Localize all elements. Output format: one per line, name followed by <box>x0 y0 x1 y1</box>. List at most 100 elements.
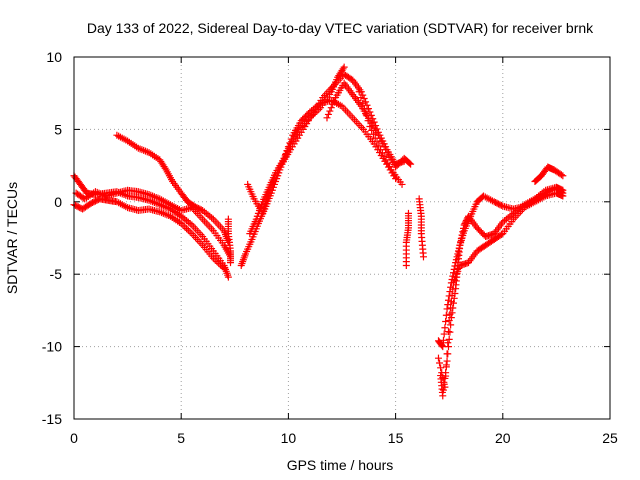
data-point <box>437 364 445 372</box>
data-point <box>457 234 465 242</box>
data-point <box>497 201 505 209</box>
data-point <box>362 111 370 119</box>
data-point <box>557 171 565 179</box>
data-point <box>181 223 189 231</box>
data-point <box>161 164 169 172</box>
y-tick-label: 5 <box>54 121 62 137</box>
data-point <box>439 392 447 400</box>
data-point <box>442 318 450 326</box>
series-arc-11 <box>402 209 412 270</box>
data-point <box>330 97 338 105</box>
series-arc-7 <box>246 96 400 238</box>
data-point <box>184 226 192 234</box>
x-tick-label: 25 <box>602 430 618 446</box>
data-point <box>227 259 235 267</box>
data-point <box>449 285 457 293</box>
series-arc-9 <box>323 79 415 171</box>
data-point <box>442 361 450 369</box>
data-point <box>497 231 505 239</box>
data-point <box>355 88 363 96</box>
data-point <box>183 225 191 233</box>
data-point <box>438 369 446 377</box>
y-tick-label: -10 <box>42 339 62 355</box>
y-tick-label: -15 <box>42 411 62 427</box>
data-point <box>359 99 367 107</box>
data-point <box>220 264 228 272</box>
y-tick-label: 0 <box>54 194 62 210</box>
data-point <box>447 298 455 306</box>
data-point <box>327 104 335 112</box>
data-point <box>459 228 467 236</box>
series-arc-6 <box>237 63 348 270</box>
data-point <box>339 65 347 73</box>
data-point <box>287 135 295 143</box>
data-point <box>375 142 383 150</box>
chart-title: Day 133 of 2022, Sidereal Day-to-day VTE… <box>87 20 594 36</box>
y-tick-label: -5 <box>50 266 63 282</box>
data-point <box>360 95 368 103</box>
series-arc-13 <box>437 183 567 400</box>
x-tick-label: 20 <box>495 430 511 446</box>
data-point <box>559 172 567 180</box>
data-point <box>366 123 374 131</box>
grid <box>74 57 610 419</box>
series-arc-10 <box>355 88 406 188</box>
data-point <box>440 330 448 338</box>
data-point <box>434 354 442 362</box>
axis-ticks: 0 5 10 15 20 25 -15 -10 -5 0 5 10 <box>42 49 618 446</box>
data-point <box>450 265 458 273</box>
data-point <box>438 342 446 350</box>
data-point <box>441 383 449 391</box>
data-point <box>458 231 466 239</box>
data-point <box>445 335 453 343</box>
series-arc-2 <box>70 195 228 272</box>
x-tick-label: 10 <box>281 430 297 446</box>
data-point <box>326 107 334 115</box>
data-point <box>419 253 427 261</box>
data-point <box>407 160 415 168</box>
data-point <box>449 269 457 277</box>
series-arc-3 <box>72 186 235 261</box>
data-point <box>340 63 348 71</box>
data-point <box>448 291 456 299</box>
y-tick-label: 10 <box>46 49 62 65</box>
data-point <box>447 321 455 329</box>
data-point <box>446 310 454 318</box>
data-point <box>445 317 453 325</box>
data-point <box>373 138 381 146</box>
data-point <box>442 372 450 380</box>
data-point <box>213 258 221 266</box>
data-point <box>363 101 371 109</box>
data-point <box>371 134 379 142</box>
series-arc-12 <box>415 195 427 261</box>
y-axis-label: SDTVAR / TECUs <box>4 182 20 294</box>
data-point <box>361 105 369 113</box>
data-points <box>70 63 567 400</box>
data-point <box>443 305 451 313</box>
data-point <box>224 273 232 281</box>
series-arc-5 <box>224 215 235 267</box>
data-point <box>457 238 465 246</box>
data-point <box>186 228 194 236</box>
data-point <box>444 339 452 347</box>
data-point <box>368 126 376 134</box>
data-point <box>369 130 377 138</box>
data-point <box>559 192 567 200</box>
data-point <box>364 117 372 125</box>
data-point <box>459 224 467 232</box>
series-arc-15 <box>434 189 567 391</box>
data-point <box>366 108 374 116</box>
data-point <box>436 359 444 367</box>
data-point <box>456 241 464 249</box>
data-point <box>406 159 414 167</box>
data-point <box>439 343 447 351</box>
data-point <box>442 311 450 319</box>
series-arc-14 <box>434 183 567 351</box>
data-point <box>402 262 410 270</box>
data-point <box>357 94 365 102</box>
plot-frame <box>73 56 611 420</box>
data-point <box>441 324 449 332</box>
data-point <box>443 357 451 365</box>
data-point <box>447 304 455 312</box>
